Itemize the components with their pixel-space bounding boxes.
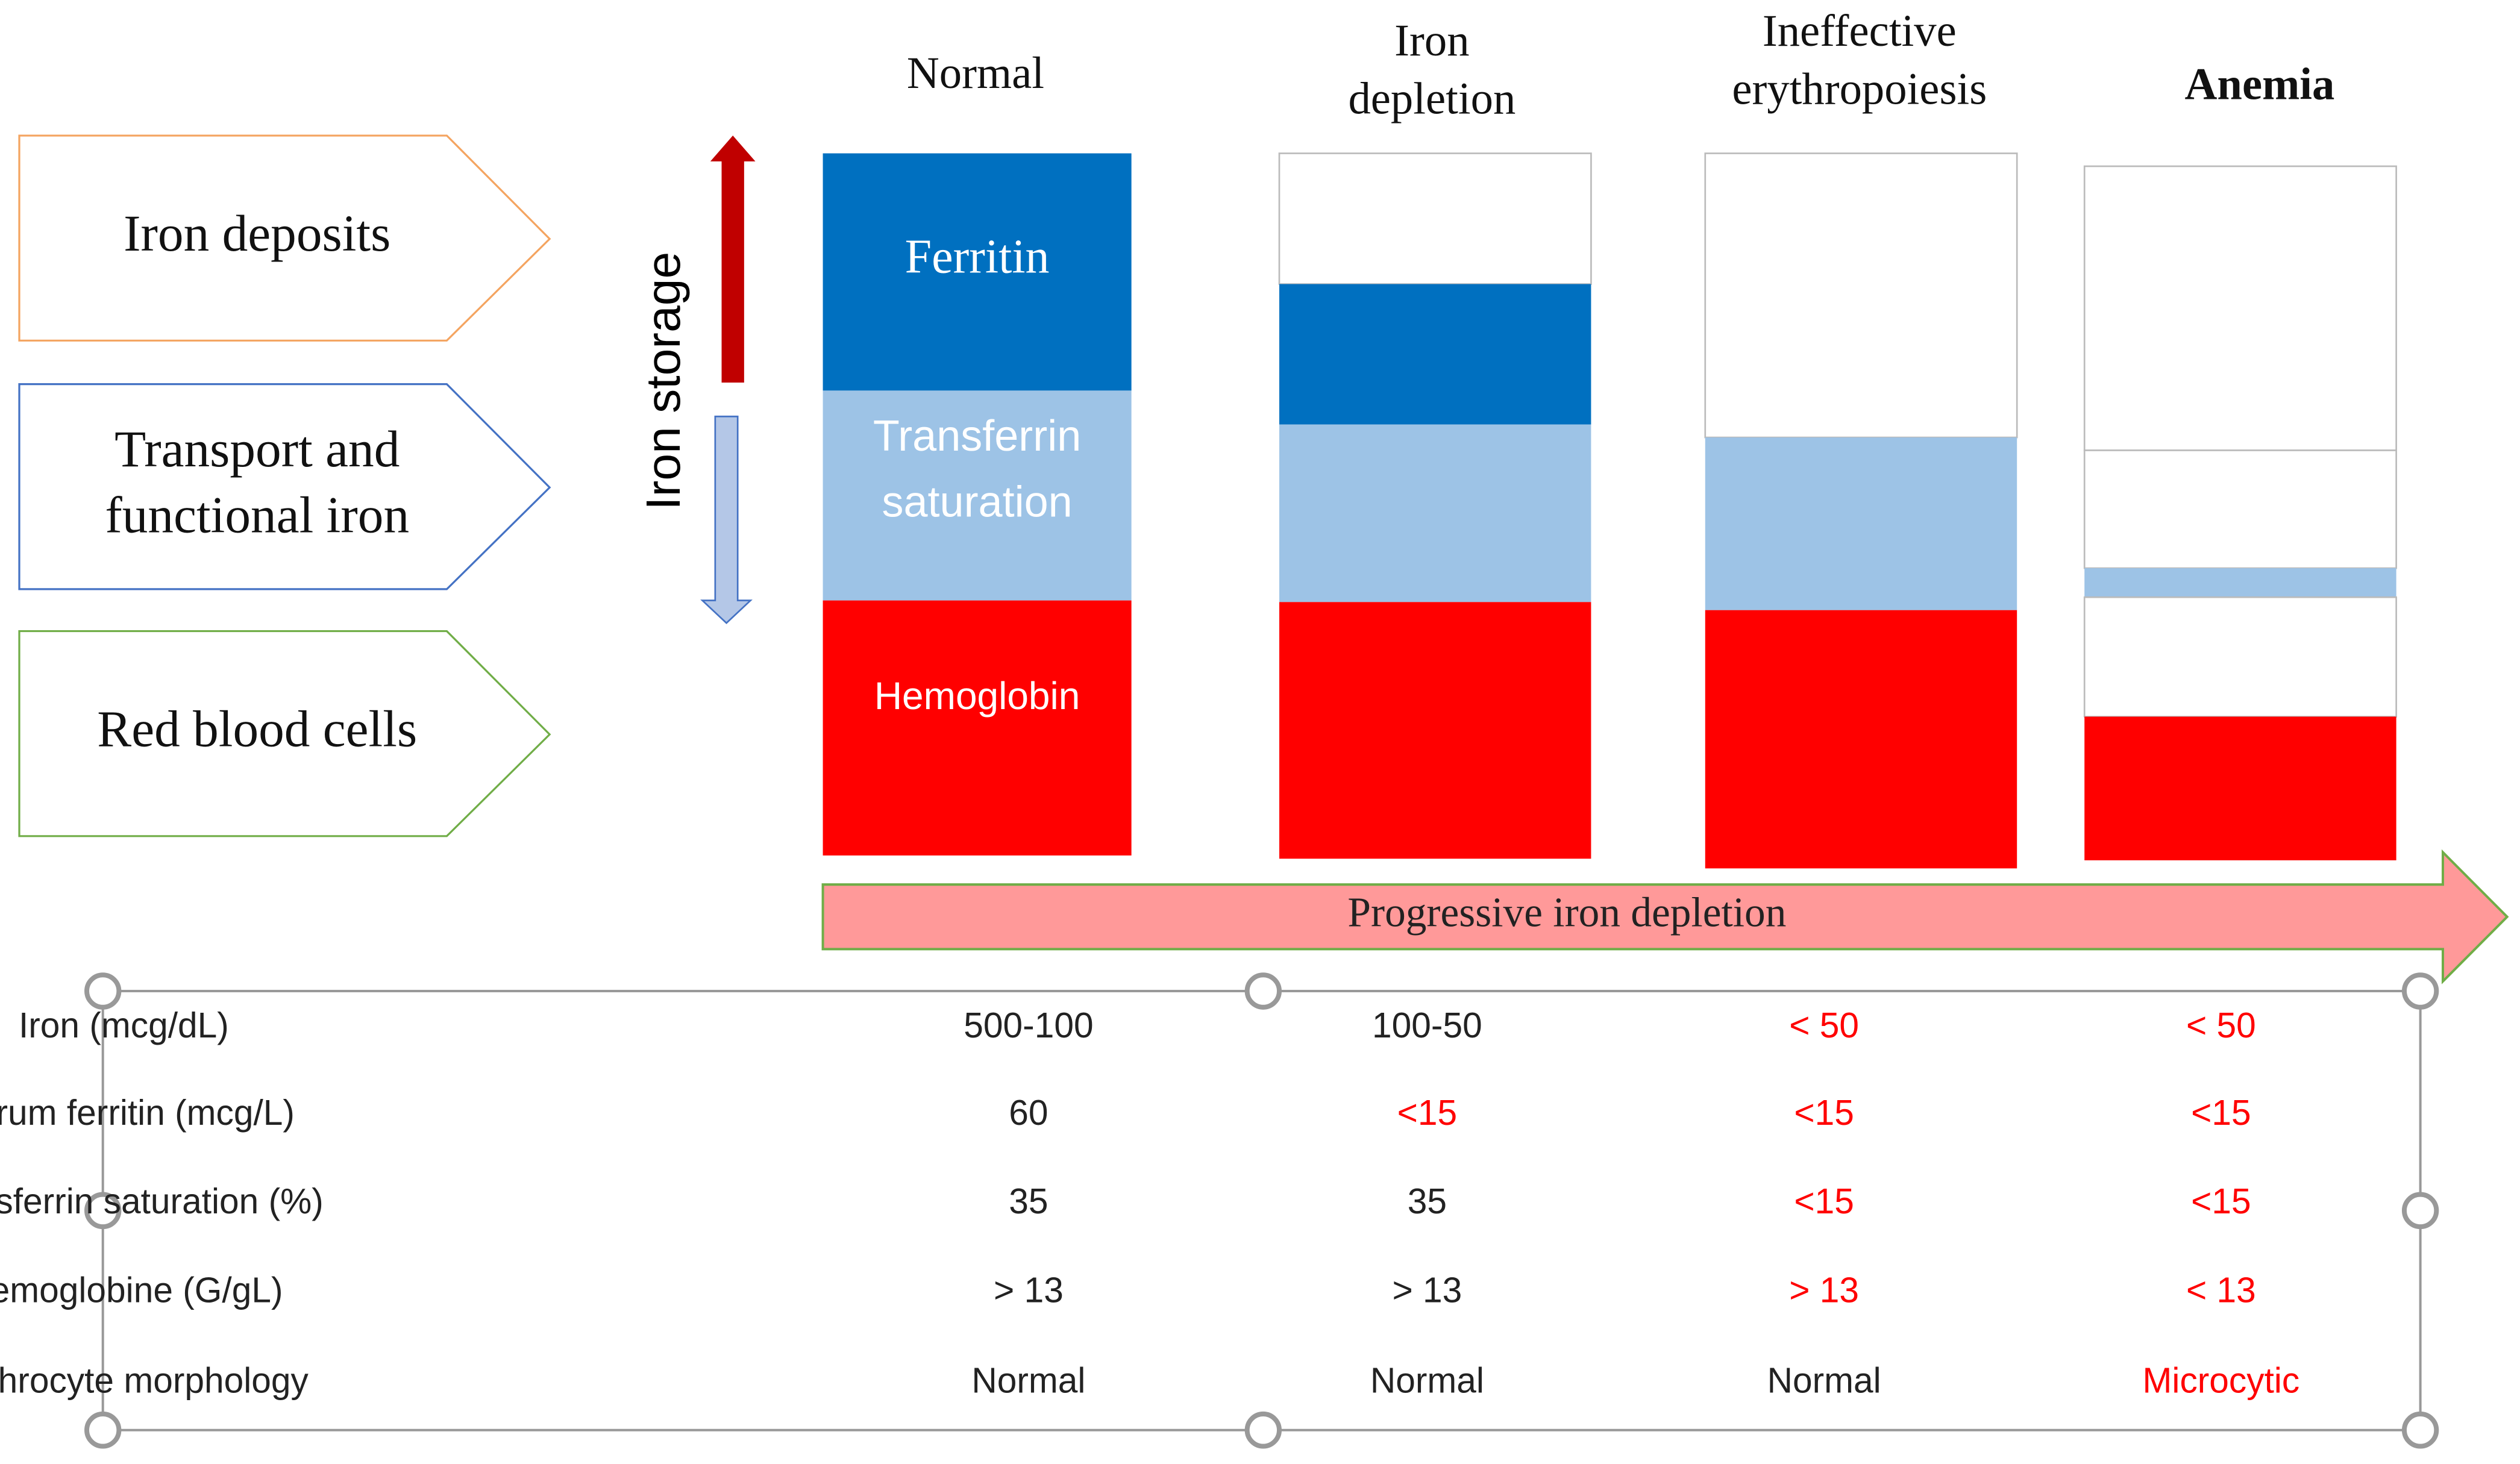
table-cell: Normal (971, 1361, 1085, 1400)
row-label: Serum ferritin (mcg/L) (0, 1093, 295, 1133)
table-cell: < 50 (2186, 1006, 2256, 1045)
table-cell: Normal (1370, 1361, 1484, 1400)
empty-segment (1704, 152, 2018, 439)
compartment-label: functional iron (105, 487, 409, 544)
handle (84, 1411, 122, 1449)
compartment-label: Transport and (114, 421, 400, 478)
empty-segment (2083, 449, 2397, 569)
row-label: Iron (mcg/dL) (19, 1006, 229, 1045)
hemoglobin-segment (823, 600, 1132, 856)
handle (2401, 1192, 2439, 1230)
arrow-down (700, 415, 753, 624)
row-label: Hemoglobine (G/gL) (0, 1271, 283, 1310)
row-label: Transferrin saturation (%) (0, 1182, 324, 1221)
table-cell: 500-100 (964, 1006, 1093, 1045)
handle (2401, 1411, 2439, 1449)
table-cell: 35 (1009, 1182, 1048, 1221)
transferrin-segment (823, 390, 1132, 601)
bar-label: Ferritin (905, 230, 1050, 283)
compartment-label: Red blood cells (97, 701, 417, 758)
table-cell: <15 (1397, 1093, 1458, 1133)
compartment-shape (18, 134, 551, 342)
empty-segment (1278, 152, 1592, 285)
handle (84, 1192, 122, 1230)
progression-label: Progressive iron depletion (1347, 890, 1786, 936)
table-cell: < 50 (1789, 1006, 1859, 1045)
row-label: erythrocyte morphology (0, 1361, 309, 1400)
column-header: Iron (1394, 16, 1469, 66)
hemoglobin-segment (2084, 716, 2396, 860)
table-cell: <15 (2191, 1093, 2251, 1133)
arrow-up (710, 136, 756, 383)
handle (84, 972, 122, 1010)
table-cell: <15 (2191, 1182, 2251, 1221)
empty-segment (2083, 596, 2397, 718)
ferritin-segment (1279, 284, 1591, 425)
table-cell: > 13 (1789, 1271, 1859, 1310)
table-frame (101, 989, 2422, 1431)
table-cell: 100-50 (1372, 1006, 1482, 1045)
storage-label: Iron storage (636, 252, 690, 510)
hemoglobin-segment (1705, 610, 2017, 869)
empty-segment (2083, 165, 2397, 451)
bar-label: Hemoglobin (874, 674, 1080, 718)
table-cell: <15 (1794, 1093, 1854, 1133)
bar-label: Transferrin (873, 412, 1081, 460)
table-cell: 60 (1009, 1093, 1048, 1133)
column-header: Anemia (2185, 59, 2335, 109)
table-cell: <15 (1794, 1182, 1854, 1221)
bar-label: saturation (882, 478, 1073, 527)
column-header: Ineffective (1763, 6, 1957, 56)
transferrin-segment (2084, 568, 2396, 598)
table-cell: > 13 (1392, 1271, 1462, 1310)
ferritin-segment (823, 153, 1132, 391)
handle (1244, 1411, 1282, 1449)
table-cell: 35 (1408, 1182, 1447, 1221)
transferrin-segment (1279, 424, 1591, 602)
compartment-label: Iron deposits (124, 205, 390, 262)
compartment-shape (18, 630, 551, 837)
table-cell: < 13 (2186, 1271, 2256, 1310)
transferrin-segment (1705, 437, 2017, 610)
handle (2401, 972, 2439, 1010)
handle (1244, 972, 1282, 1010)
table-cell: Normal (1767, 1361, 1881, 1400)
column-header: Normal (907, 48, 1044, 98)
hemoglobin-segment (1279, 602, 1591, 859)
progression-arrow (821, 849, 2509, 984)
compartment-shape (18, 383, 551, 590)
column-header: depletion (1348, 74, 1515, 124)
column-header: erythropoiesis (1732, 64, 1987, 114)
table-cell: Microcytic (2143, 1361, 2300, 1400)
table-cell: > 13 (994, 1271, 1064, 1310)
